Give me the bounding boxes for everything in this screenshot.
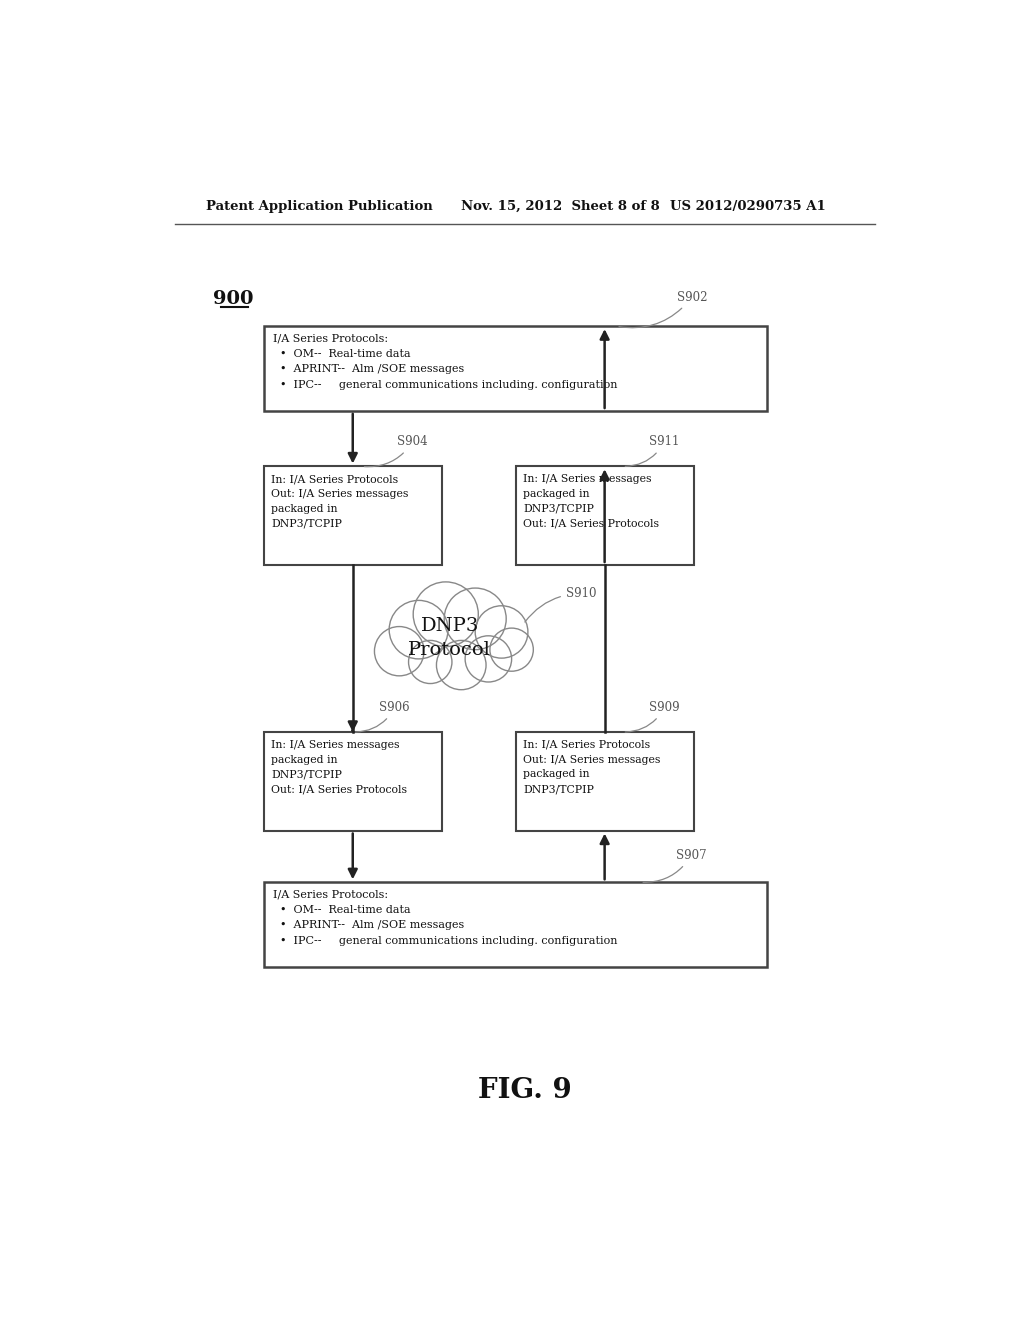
Text: Nov. 15, 2012  Sheet 8 of 8: Nov. 15, 2012 Sheet 8 of 8 bbox=[461, 199, 660, 213]
Text: S902: S902 bbox=[618, 290, 708, 327]
Circle shape bbox=[489, 628, 534, 671]
Circle shape bbox=[436, 640, 486, 689]
Circle shape bbox=[409, 640, 452, 684]
Text: S909: S909 bbox=[626, 701, 680, 733]
Text: In: I/A Series messages
packaged in
DNP3/TCPIP
Out: I/A Series Protocols: In: I/A Series messages packaged in DNP3… bbox=[271, 739, 408, 795]
FancyBboxPatch shape bbox=[263, 733, 442, 830]
FancyBboxPatch shape bbox=[515, 733, 693, 830]
Circle shape bbox=[444, 589, 506, 649]
Circle shape bbox=[475, 606, 528, 659]
Text: In: I/A Series Protocols
Out: I/A Series messages
packaged in
DNP3/TCPIP: In: I/A Series Protocols Out: I/A Series… bbox=[271, 474, 409, 528]
Text: DNP3
Protocol: DNP3 Protocol bbox=[409, 618, 492, 659]
Circle shape bbox=[389, 601, 449, 659]
Text: S906: S906 bbox=[355, 701, 411, 733]
Text: In: I/A Series messages
packaged in
DNP3/TCPIP
Out: I/A Series Protocols: In: I/A Series messages packaged in DNP3… bbox=[523, 474, 659, 528]
Text: I/A Series Protocols:
  •  OM--  Real-time data
  •  APRINT--  Alm /SOE messages: I/A Series Protocols: • OM-- Real-time d… bbox=[273, 890, 617, 945]
Text: S904: S904 bbox=[365, 436, 428, 467]
Text: US 2012/0290735 A1: US 2012/0290735 A1 bbox=[671, 199, 826, 213]
Text: FIG. 9: FIG. 9 bbox=[478, 1077, 571, 1104]
Text: S907: S907 bbox=[643, 849, 707, 882]
Text: I/A Series Protocols:
  •  OM--  Real-time data
  •  APRINT--  Alm /SOE messages: I/A Series Protocols: • OM-- Real-time d… bbox=[273, 334, 617, 389]
FancyBboxPatch shape bbox=[263, 882, 767, 966]
Text: Patent Application Publication: Patent Application Publication bbox=[206, 199, 432, 213]
Text: S911: S911 bbox=[626, 436, 680, 466]
Text: S910: S910 bbox=[525, 587, 596, 622]
Text: 900: 900 bbox=[213, 290, 254, 309]
Circle shape bbox=[414, 582, 478, 647]
FancyBboxPatch shape bbox=[263, 326, 767, 411]
Circle shape bbox=[465, 636, 512, 682]
FancyBboxPatch shape bbox=[515, 466, 693, 565]
FancyBboxPatch shape bbox=[263, 466, 442, 565]
Text: In: I/A Series Protocols
Out: I/A Series messages
packaged in
DNP3/TCPIP: In: I/A Series Protocols Out: I/A Series… bbox=[523, 739, 660, 795]
Circle shape bbox=[375, 627, 424, 676]
